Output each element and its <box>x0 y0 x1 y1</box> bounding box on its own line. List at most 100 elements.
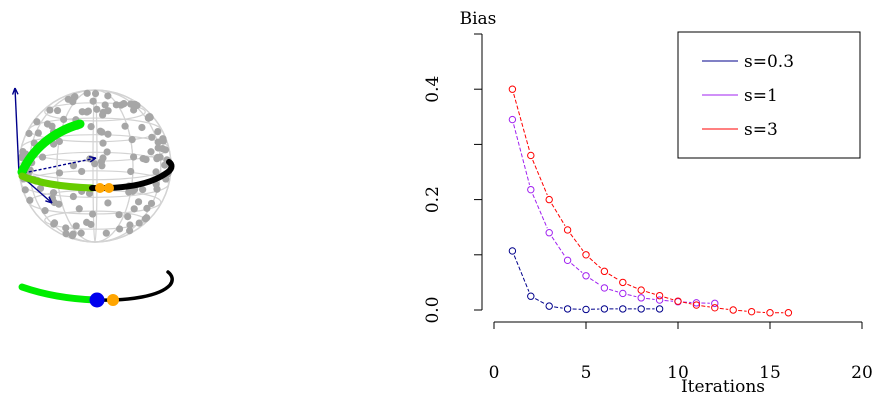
x-tick-label: 5 <box>581 363 592 383</box>
sample-point <box>130 205 138 213</box>
sample-point <box>69 230 77 238</box>
sample-point <box>21 186 29 194</box>
sample-point <box>91 89 100 98</box>
orange-marker <box>107 294 119 306</box>
sample-point <box>62 230 70 238</box>
data-point <box>527 151 535 160</box>
data-point <box>582 305 590 314</box>
sample-point <box>124 213 132 221</box>
sample-point <box>104 130 112 138</box>
series-segment <box>664 296 674 301</box>
sample-point <box>148 133 156 141</box>
series-segment <box>609 288 619 293</box>
sample-point <box>53 106 62 115</box>
trajectory-on-sphere <box>17 119 175 193</box>
x-tick-label: 0 <box>489 363 500 383</box>
arrow-head <box>11 87 19 95</box>
series-s-1 <box>508 115 719 308</box>
series-segment <box>589 257 602 269</box>
data-point <box>545 195 553 204</box>
blue-marker <box>89 292 105 308</box>
arrow-head <box>45 196 53 204</box>
series-segment <box>513 255 530 292</box>
sample-point <box>55 137 63 146</box>
sample-point <box>127 167 135 176</box>
sample-point <box>99 139 107 147</box>
sample-point <box>139 155 147 163</box>
sample-point <box>62 224 70 232</box>
vertical-arrow <box>14 87 20 175</box>
sample-point <box>115 225 124 233</box>
series-segment <box>664 300 674 302</box>
data-point <box>655 305 664 313</box>
sample-point <box>69 162 78 170</box>
series-segment <box>627 294 637 298</box>
sample-point <box>91 160 99 168</box>
data-point <box>637 286 645 294</box>
sample-point <box>104 199 112 207</box>
sample-point <box>75 205 83 213</box>
data-point <box>729 306 737 314</box>
chart-series <box>508 85 793 317</box>
series-segment <box>532 194 548 229</box>
sample-point <box>41 207 49 215</box>
data-point <box>582 251 590 259</box>
sample-point <box>85 189 94 198</box>
series-segment <box>589 278 601 286</box>
diagonal-arrow <box>18 157 97 175</box>
series-segment <box>645 291 655 295</box>
sample-point <box>104 92 112 100</box>
sample-point <box>103 148 111 156</box>
sample-point <box>98 128 106 136</box>
sample-point <box>146 112 154 121</box>
data-point <box>619 305 627 313</box>
black-arc <box>89 159 175 192</box>
data-point <box>711 304 719 312</box>
sample-point <box>121 122 129 130</box>
data-point <box>692 301 701 309</box>
sample-point <box>83 89 91 97</box>
sample-point <box>89 210 97 218</box>
sample-point <box>93 105 101 113</box>
sample-point <box>135 219 143 227</box>
sphere-illustration <box>11 87 175 308</box>
sample-point <box>50 220 58 228</box>
x-tick-label: 15 <box>759 363 781 383</box>
sample-point <box>78 108 86 116</box>
sample-point <box>117 101 125 109</box>
data-point <box>527 292 535 300</box>
chart-axes: 0 5 10 15 20 0.0 0.2 0.4 <box>423 33 873 383</box>
green-curve <box>18 283 99 304</box>
x-tick-label: 10 <box>667 363 689 383</box>
data-point <box>619 278 627 287</box>
series-segment <box>682 301 692 305</box>
series-s-0-3 <box>508 247 664 314</box>
sample-point <box>89 97 97 105</box>
projected-trajectory <box>18 270 174 308</box>
data-point <box>637 294 645 302</box>
sample-point <box>147 199 156 208</box>
data-point <box>747 307 756 316</box>
sample-point <box>128 135 136 144</box>
orange-marker <box>104 183 114 193</box>
legend-box <box>677 31 861 159</box>
series-segment <box>532 159 548 196</box>
sample-point <box>48 122 56 130</box>
data-point <box>563 256 572 265</box>
sample-point <box>154 128 162 136</box>
chart-legend: s=0.3 s=1 s=3 <box>677 31 861 159</box>
bias-chart: 0 5 10 15 20 0.0 0.2 0.4 s=0.3 s=1 s=3 Bias Itera… <box>423 9 873 397</box>
series-segment <box>571 263 583 273</box>
sample-point <box>104 107 112 115</box>
data-point <box>784 309 793 317</box>
series-segment <box>513 124 531 185</box>
data-point <box>600 267 609 276</box>
series-segment <box>551 236 566 257</box>
sample-point <box>125 188 133 196</box>
series-segment <box>646 297 655 300</box>
data-point <box>508 247 517 255</box>
frame-arrows <box>11 87 97 204</box>
data-point <box>563 226 572 234</box>
green-arc <box>17 119 85 177</box>
